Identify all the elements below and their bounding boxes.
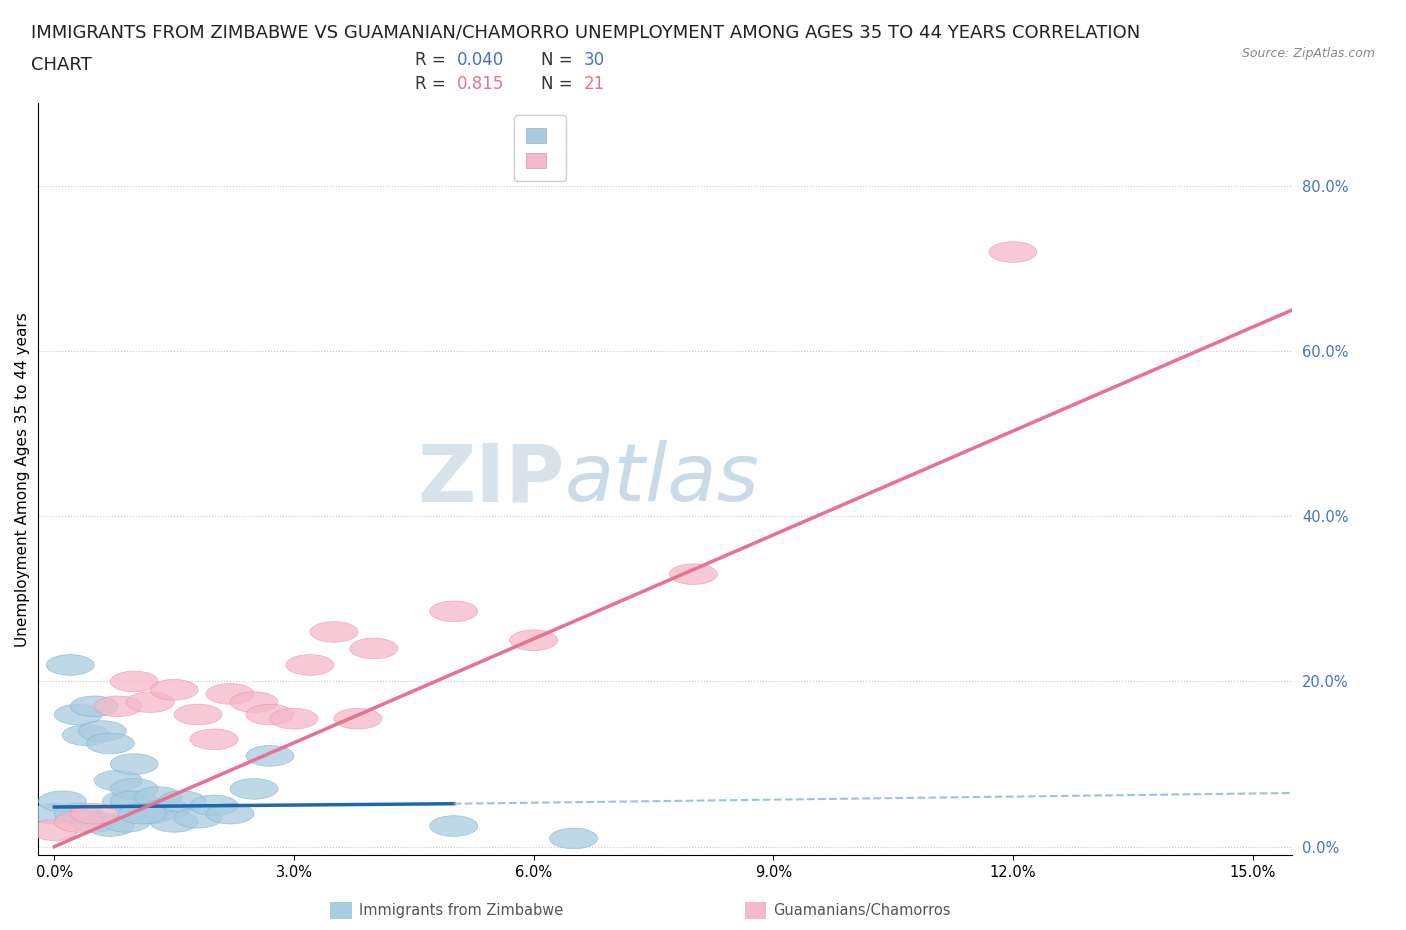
Ellipse shape (86, 816, 134, 836)
Text: atlas: atlas (565, 440, 759, 518)
Text: Immigrants from Zimbabwe: Immigrants from Zimbabwe (359, 903, 562, 918)
Ellipse shape (174, 704, 222, 724)
Ellipse shape (70, 812, 118, 832)
Text: IMMIGRANTS FROM ZIMBABWE VS GUAMANIAN/CHAMORRO UNEMPLOYMENT AMONG AGES 35 TO 44 : IMMIGRANTS FROM ZIMBABWE VS GUAMANIAN/CH… (31, 23, 1140, 41)
Ellipse shape (55, 812, 103, 832)
Text: Source: ZipAtlas.com: Source: ZipAtlas.com (1241, 46, 1375, 60)
Text: 0.815: 0.815 (457, 74, 505, 93)
Ellipse shape (231, 692, 278, 712)
Ellipse shape (110, 671, 157, 692)
Ellipse shape (94, 696, 142, 717)
Ellipse shape (246, 704, 294, 724)
Ellipse shape (94, 770, 142, 790)
Ellipse shape (190, 729, 238, 750)
Ellipse shape (246, 746, 294, 766)
Ellipse shape (46, 655, 94, 675)
Ellipse shape (110, 778, 157, 799)
Ellipse shape (309, 621, 359, 643)
Ellipse shape (134, 787, 183, 807)
Ellipse shape (127, 692, 174, 712)
Ellipse shape (118, 804, 166, 824)
Ellipse shape (190, 795, 238, 816)
Ellipse shape (509, 630, 558, 650)
Ellipse shape (157, 790, 207, 812)
Text: R =: R = (415, 51, 451, 70)
Ellipse shape (350, 638, 398, 658)
Ellipse shape (550, 828, 598, 849)
Ellipse shape (669, 564, 717, 584)
Ellipse shape (103, 812, 150, 832)
Y-axis label: Unemployment Among Ages 35 to 44 years: Unemployment Among Ages 35 to 44 years (15, 312, 30, 646)
Ellipse shape (150, 680, 198, 700)
Text: CHART: CHART (31, 56, 91, 73)
Ellipse shape (110, 753, 157, 775)
Text: 30: 30 (583, 51, 605, 70)
Ellipse shape (207, 684, 254, 704)
Ellipse shape (62, 724, 110, 746)
Ellipse shape (79, 721, 127, 741)
Ellipse shape (142, 799, 190, 820)
Ellipse shape (86, 733, 134, 753)
Ellipse shape (270, 709, 318, 729)
Ellipse shape (110, 790, 157, 812)
Ellipse shape (55, 704, 103, 724)
Ellipse shape (38, 790, 86, 812)
Ellipse shape (333, 709, 382, 729)
Text: N =: N = (541, 51, 578, 70)
Ellipse shape (70, 696, 118, 717)
Ellipse shape (285, 655, 333, 675)
Ellipse shape (31, 804, 79, 824)
Text: R =: R = (415, 74, 456, 93)
Text: N =: N = (541, 74, 578, 93)
Ellipse shape (207, 804, 254, 824)
Legend: , : , (515, 115, 565, 181)
Ellipse shape (430, 601, 478, 621)
Ellipse shape (430, 816, 478, 836)
Ellipse shape (127, 804, 174, 824)
Ellipse shape (103, 790, 150, 812)
Ellipse shape (231, 778, 278, 799)
Ellipse shape (70, 804, 118, 824)
Text: 0.040: 0.040 (457, 51, 505, 70)
Ellipse shape (150, 812, 198, 832)
Ellipse shape (988, 242, 1036, 262)
Text: 21: 21 (583, 74, 605, 93)
Ellipse shape (55, 804, 103, 824)
Text: ZIP: ZIP (418, 440, 565, 518)
Ellipse shape (174, 807, 222, 828)
Text: Guamanians/Chamorros: Guamanians/Chamorros (773, 903, 950, 918)
Ellipse shape (31, 820, 79, 841)
